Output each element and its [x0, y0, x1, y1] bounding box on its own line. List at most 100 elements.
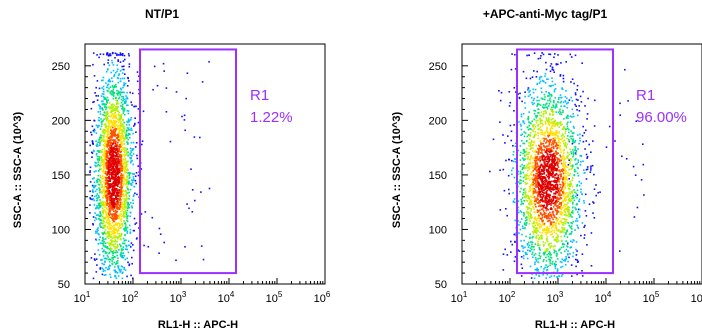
event-point — [123, 65, 125, 68]
event-point — [536, 115, 539, 117]
event-point — [566, 143, 569, 145]
event-point — [112, 159, 114, 162]
gate-r1[interactable] — [139, 48, 238, 275]
event-point — [555, 202, 557, 204]
event-point — [116, 183, 118, 186]
event-point — [117, 145, 119, 148]
event-point — [527, 151, 529, 154]
event-point — [130, 101, 132, 104]
event-point — [576, 261, 579, 263]
event-point — [99, 142, 101, 145]
event-point — [537, 134, 539, 137]
event-point — [572, 201, 574, 204]
event-point — [119, 193, 122, 195]
event-point — [113, 214, 116, 216]
event-point — [552, 160, 554, 162]
event-point — [526, 167, 528, 169]
event-point — [116, 133, 119, 136]
event-point — [119, 203, 122, 205]
event-point — [513, 260, 516, 263]
event-point — [557, 230, 560, 232]
event-point — [537, 104, 539, 106]
event-point — [106, 110, 109, 113]
event-point — [581, 134, 584, 137]
event-point — [577, 227, 580, 230]
event-point — [543, 80, 545, 83]
event-point — [534, 203, 537, 206]
event-point — [115, 147, 118, 150]
event-point — [555, 218, 557, 221]
event-point — [565, 116, 568, 118]
event-point — [556, 135, 559, 137]
event-point — [98, 254, 101, 256]
event-point — [103, 134, 105, 137]
event-point — [103, 146, 106, 148]
event-point — [551, 132, 554, 135]
event-point — [555, 182, 558, 184]
event-point — [576, 185, 578, 187]
event-point — [134, 175, 137, 177]
event-point — [574, 92, 577, 94]
event-point — [130, 182, 132, 185]
event-point — [137, 121, 140, 124]
event-point — [558, 146, 561, 148]
event-point — [92, 178, 94, 180]
event-point — [556, 229, 558, 232]
event-point — [119, 163, 121, 165]
event-point — [534, 131, 537, 133]
event-point — [558, 179, 560, 181]
event-point — [533, 128, 536, 130]
event-point — [563, 228, 565, 231]
event-point — [585, 153, 588, 156]
event-point — [119, 235, 121, 237]
event-point — [555, 190, 557, 193]
event-point — [116, 142, 119, 144]
event-point — [537, 148, 540, 151]
event-point — [550, 208, 553, 210]
event-point — [527, 153, 529, 156]
event-point — [539, 177, 542, 179]
event-point — [112, 187, 114, 189]
event-point — [94, 164, 96, 167]
event-point — [117, 183, 120, 185]
event-point — [103, 206, 106, 208]
event-point — [544, 159, 547, 161]
event-point — [103, 232, 106, 235]
event-point — [565, 161, 567, 164]
event-point — [554, 226, 557, 229]
event-point — [105, 156, 108, 158]
event-point — [538, 169, 540, 171]
event-point — [556, 185, 559, 187]
event-point — [552, 106, 555, 108]
event-point — [102, 161, 105, 163]
event-point — [581, 222, 584, 224]
event-point — [538, 209, 541, 212]
event-point — [524, 187, 527, 190]
event-point — [539, 194, 541, 196]
event-point — [96, 143, 98, 145]
event-point — [563, 199, 566, 201]
event-point — [513, 124, 515, 126]
event-point — [546, 226, 548, 228]
event-point — [117, 60, 119, 62]
event-point — [120, 141, 122, 144]
event-point — [122, 246, 125, 248]
event-point — [563, 208, 566, 211]
event-point — [538, 76, 541, 79]
event-point — [531, 129, 534, 131]
event-point — [165, 111, 168, 113]
event-point — [106, 146, 109, 148]
event-point — [562, 228, 564, 231]
event-point — [551, 221, 553, 224]
event-point — [116, 232, 119, 235]
event-point — [533, 141, 536, 144]
event-point — [528, 158, 531, 161]
event-point — [572, 151, 575, 153]
event-point — [563, 218, 565, 220]
event-point — [107, 142, 110, 145]
event-point — [525, 183, 527, 185]
event-point — [556, 183, 558, 186]
event-point — [122, 84, 125, 87]
event-point — [115, 143, 117, 146]
event-point — [99, 128, 102, 130]
